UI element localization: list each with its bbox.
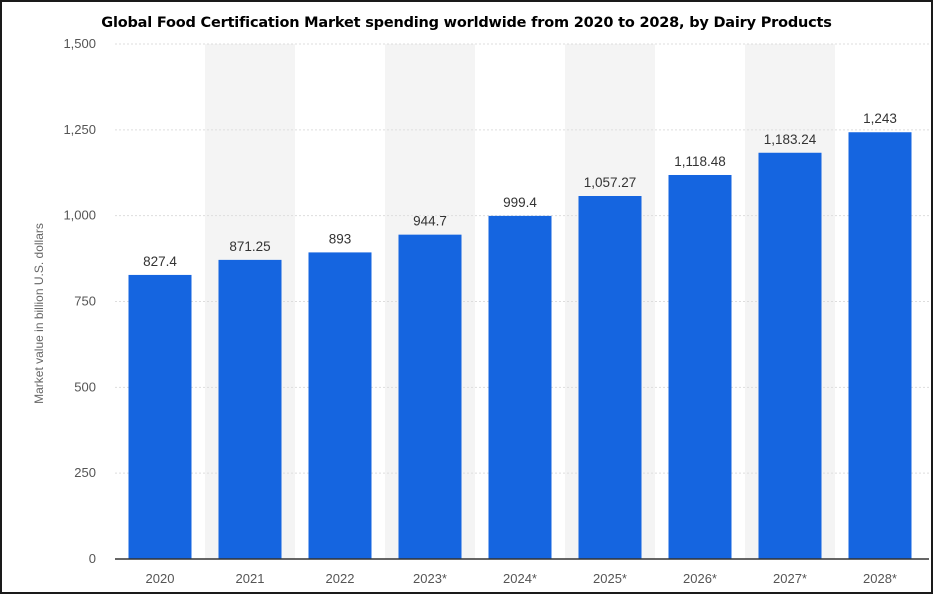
x-tick-label: 2023* (413, 571, 447, 586)
bar (668, 174, 732, 560)
data-label: 999.4 (503, 195, 537, 210)
data-label: 893 (329, 231, 352, 246)
y-tick-label: 750 (74, 294, 96, 309)
x-tick-label: 2020 (146, 571, 175, 586)
x-tick-label: 2028* (863, 571, 897, 586)
y-tick-label: 0 (89, 551, 96, 566)
chart-title: Global Food Certification Market spendin… (101, 15, 832, 31)
x-axis-ticks: 2020 2021 2022 2023* 2024* 2025* 2026* 2027* 202… (146, 571, 897, 586)
bar (398, 234, 462, 559)
y-axis-ticks: 0 250 500 750 1,000 1,250 1,500 (63, 36, 96, 566)
data-label: 827.4 (143, 254, 177, 269)
y-axis-title: Market value in billion U.S. dollars (32, 223, 46, 404)
bar (218, 259, 282, 559)
x-tick-label: 2021 (236, 571, 265, 586)
data-label: 944.7 (413, 214, 447, 229)
bar (488, 215, 552, 559)
data-label: 1,057.27 (584, 175, 637, 190)
x-tick-label: 2025* (593, 571, 627, 586)
data-label: 1,183.24 (764, 132, 817, 147)
x-tick-label: 2022 (326, 571, 355, 586)
y-tick-label: 1,500 (63, 36, 96, 51)
x-tick-label: 2027* (773, 571, 807, 586)
bar (128, 274, 192, 559)
y-tick-label: 250 (74, 465, 96, 480)
bar (578, 196, 642, 559)
y-tick-label: 1,000 (63, 208, 96, 223)
data-label: 871.25 (229, 239, 270, 254)
y-tick-label: 1,250 (63, 122, 96, 137)
bar (308, 252, 372, 560)
y-tick-label: 500 (74, 379, 96, 394)
x-tick-label: 2024* (503, 571, 537, 586)
data-labels: 827.4 871.25 893 944.7 999.4 1,057.27 1,118.48… (143, 111, 897, 269)
bar (758, 152, 822, 559)
bars (128, 132, 912, 560)
x-tick-label: 2026* (683, 571, 717, 586)
data-label: 1,118.48 (674, 154, 726, 169)
data-label: 1,243 (863, 111, 897, 126)
bar (848, 132, 912, 559)
